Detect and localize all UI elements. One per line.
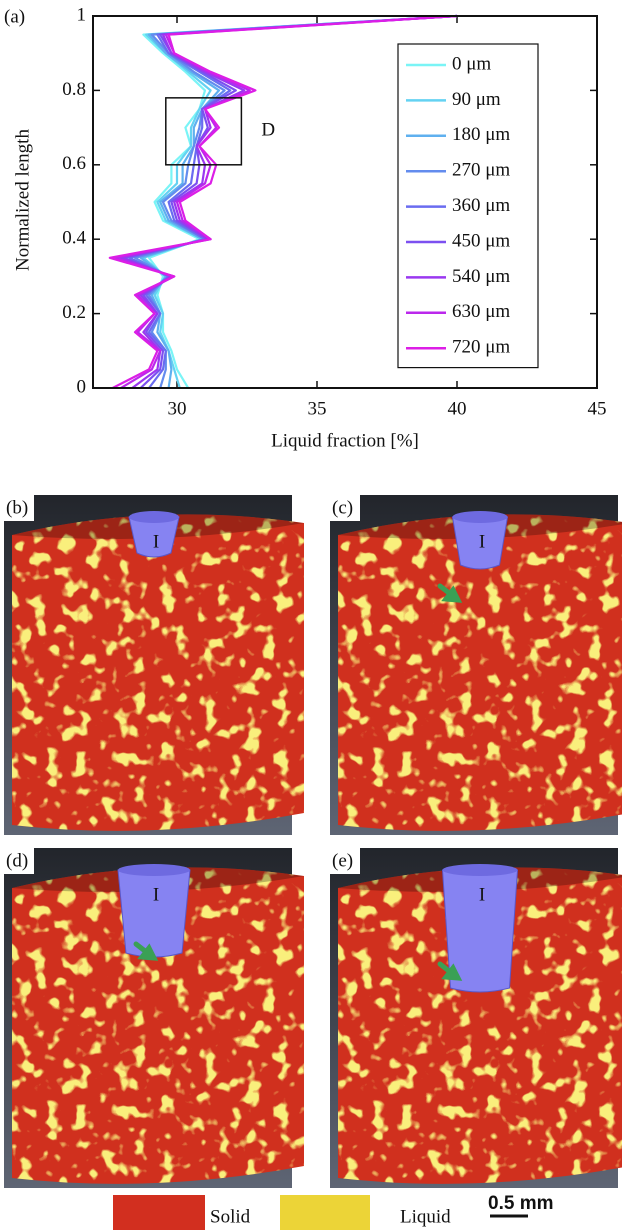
panel-label: (d) <box>6 850 28 871</box>
arrow <box>133 941 159 961</box>
legend-label: 90 μm <box>452 89 501 110</box>
panel-label: (c) <box>332 497 353 518</box>
indenter-label: I <box>153 884 159 905</box>
indenter <box>441 869 519 993</box>
y-tick-label: 0.6 <box>62 153 86 174</box>
solid-swatch <box>113 1195 205 1230</box>
panel: I (d) <box>4 848 304 1188</box>
legend-label: 360 μm <box>452 195 510 216</box>
indenter <box>128 516 180 558</box>
indenter <box>117 869 191 958</box>
panel-label-bg <box>4 848 34 874</box>
panel-label: (a) <box>4 6 25 27</box>
legend-label: 630 μm <box>452 301 510 322</box>
indenter-top <box>129 511 179 523</box>
panel-label-bg <box>330 495 360 521</box>
x-axis-title: Liquid fraction [%] <box>271 430 419 451</box>
indenter-top <box>452 511 508 523</box>
plot-frame <box>92 15 598 389</box>
indenter-label: I <box>153 531 159 552</box>
x-tick-label: 45 <box>588 398 607 419</box>
x-tick-label: 40 <box>448 398 467 419</box>
y-tick-label: 0.4 <box>62 228 86 249</box>
series-line <box>142 14 458 389</box>
indenter-top <box>118 864 190 876</box>
y-tick-label: 0.2 <box>62 302 86 323</box>
indenter-label: I <box>479 531 485 552</box>
series-line <box>133 14 458 389</box>
y-axis-title: Normalized length <box>12 129 33 271</box>
series-line <box>114 14 458 389</box>
panel-label: (e) <box>332 850 353 871</box>
sample <box>12 514 304 831</box>
legend-label: 450 μm <box>452 230 510 251</box>
legend-label: 0 μm <box>452 53 491 74</box>
series-line <box>139 14 458 389</box>
panel-label-bg <box>4 495 34 521</box>
series-line <box>108 14 458 389</box>
legend-label: 180 μm <box>452 124 510 145</box>
series-line <box>122 14 458 389</box>
x-tick-label: 35 <box>308 398 327 419</box>
panel: I (c) <box>330 495 622 835</box>
x-tick-label: 30 <box>168 398 187 419</box>
scale-bar-label: 0.5 mm <box>488 1193 553 1214</box>
phase-legend: Solid Liquid 0.5 mm <box>113 1193 553 1230</box>
annotation-box <box>165 97 243 166</box>
solid-label: Solid <box>210 1206 251 1227</box>
legend-label: 540 μm <box>452 266 510 287</box>
panel: I (b) <box>4 495 304 835</box>
indenter-top <box>442 864 518 876</box>
series-line <box>119 14 458 389</box>
liquid-swatch <box>280 1195 370 1230</box>
panel-label-bg <box>330 848 360 874</box>
series-line <box>142 14 458 389</box>
panel-label: (b) <box>6 497 28 518</box>
indenter-label: I <box>479 884 485 905</box>
legend-label: 720 μm <box>452 337 510 358</box>
y-tick-label: 0 <box>77 376 87 397</box>
indenter <box>451 516 509 570</box>
line-chart: 30 35 40 45 0 0.2 0.4 0.6 0.8 1 D 0 μm 90 μm 180 μm 27… <box>62 4 606 419</box>
liquid-label: Liquid <box>400 1206 451 1227</box>
legend-label: 270 μm <box>452 160 510 181</box>
liquid-phase <box>12 514 304 831</box>
arrow <box>437 583 463 603</box>
annotation-label: D <box>261 120 275 141</box>
panel: I (e) <box>330 848 622 1188</box>
y-tick-label: 0.8 <box>62 79 86 100</box>
arrow <box>437 961 463 981</box>
series-line <box>128 14 458 389</box>
y-tick-label: 1 <box>77 4 87 25</box>
image-panels: I (b) I (c) I (d) I (e) <box>4 495 622 1188</box>
